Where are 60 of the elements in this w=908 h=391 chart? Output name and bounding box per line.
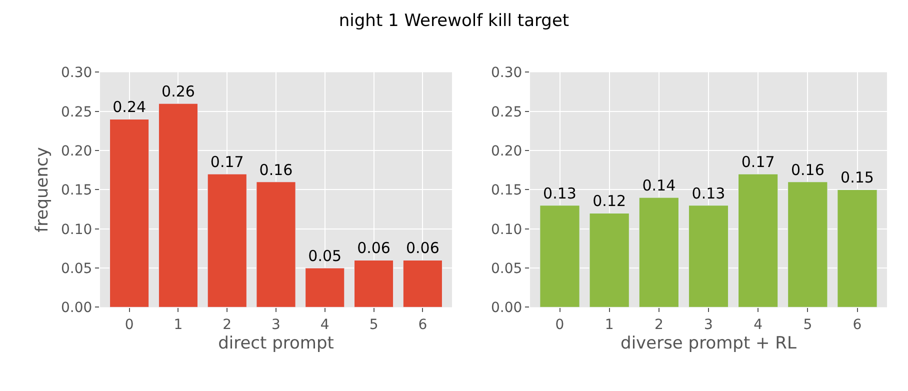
bar — [158, 103, 198, 308]
data-label: 0.17 — [741, 153, 775, 172]
bar — [837, 189, 878, 308]
x-tick-label: 5 — [369, 316, 378, 333]
y-tick-label: 0.00 — [61, 300, 92, 316]
x-tick-label: 6 — [852, 316, 862, 333]
x-tick-label: 3 — [704, 316, 713, 333]
bar — [110, 118, 150, 308]
y-tick-label: 0.05 — [61, 260, 92, 277]
bar — [402, 260, 442, 308]
data-label: 0.12 — [592, 192, 626, 210]
bar — [589, 212, 630, 308]
x-tick-label: 0 — [555, 316, 564, 333]
bar — [540, 205, 580, 308]
data-label: 0.06 — [406, 239, 440, 258]
x-tick-label: 1 — [174, 316, 183, 333]
y-tick-label: 0.15 — [61, 182, 92, 199]
x-tick-label: 4 — [754, 316, 763, 333]
x-tick-label: 2 — [654, 316, 664, 333]
bar — [688, 205, 729, 308]
data-label: 0.05 — [308, 247, 342, 266]
data-label: 0.24 — [112, 98, 146, 116]
x-tick-label: 3 — [272, 316, 280, 333]
data-label: 0.16 — [790, 160, 824, 179]
y-tick-label: 0.05 — [491, 260, 522, 277]
y-axis-title: frequency — [32, 147, 53, 232]
data-label: 0.14 — [642, 176, 676, 195]
y-tick-label: 0.30 — [491, 65, 522, 82]
data-label: 0.13 — [543, 184, 576, 202]
bar — [638, 197, 679, 308]
bar — [738, 174, 778, 308]
y-tick-label: 0.25 — [61, 104, 92, 120]
y-tick-label: 0.20 — [491, 143, 522, 160]
data-label: 0.15 — [840, 168, 874, 187]
y-tick-label: 0.25 — [491, 104, 522, 120]
y-tick-label: 0.15 — [491, 182, 522, 199]
y-tick-label: 0.30 — [61, 65, 92, 82]
data-label: 0.13 — [692, 184, 726, 202]
y-tick-label: 0.10 — [491, 222, 522, 238]
x-axis-title: direct prompt — [218, 333, 334, 354]
x-tick-label: 2 — [222, 316, 232, 333]
x-tick-label: 1 — [604, 316, 614, 333]
data-label: 0.17 — [210, 153, 244, 172]
data-label: 0.16 — [259, 160, 293, 179]
bar — [305, 268, 345, 308]
chart-title: night 1 Werewolf kill target — [338, 10, 570, 31]
bar — [788, 182, 828, 308]
x-tick-label: 0 — [124, 316, 134, 333]
data-label: 0.06 — [357, 239, 390, 258]
bar — [207, 174, 247, 308]
bar — [256, 182, 296, 308]
data-label: 0.26 — [162, 82, 195, 101]
x-tick-label: 6 — [418, 316, 428, 333]
x-tick-label: 4 — [320, 316, 330, 333]
y-tick-label: 0.20 — [61, 143, 92, 160]
y-tick-label: 0.10 — [61, 222, 92, 238]
x-tick-label: 5 — [803, 316, 812, 333]
bar — [354, 260, 394, 308]
y-tick-label: 0.00 — [491, 300, 522, 316]
x-axis-title: diverse prompt + RL — [620, 333, 797, 354]
